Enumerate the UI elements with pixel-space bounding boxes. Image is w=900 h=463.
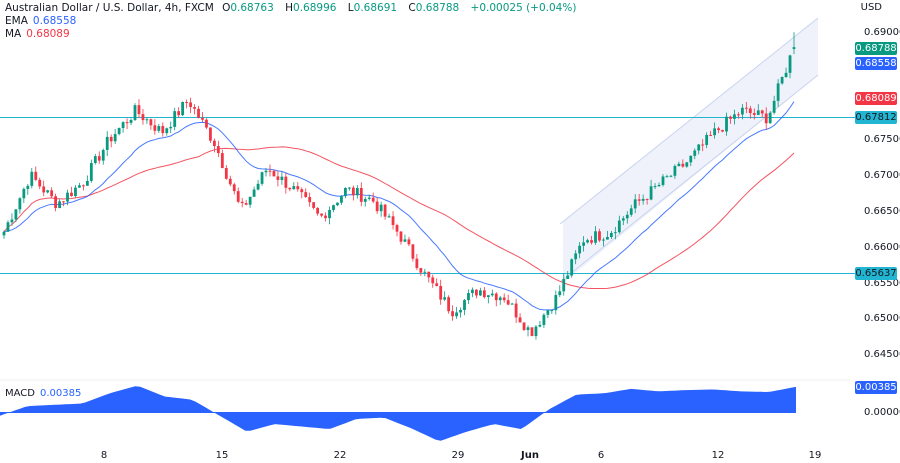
- macd-zero-tick: 0.00000: [864, 407, 900, 418]
- change-value: +0.00025 (+0.04%): [470, 2, 577, 14]
- ma-badge: 0.68089: [855, 92, 897, 105]
- candlesticks: [2, 32, 796, 340]
- ma-legend[interactable]: MA 0.68089: [5, 28, 70, 40]
- ema-value: 0.68558: [32, 15, 77, 27]
- high-value: 0.68996: [293, 2, 337, 14]
- resistance-badge: 0.67812: [855, 111, 897, 124]
- currency-label[interactable]: USD: [860, 2, 882, 13]
- ohlc-row: Australian Dollar / U.S. Dollar, 4h, FXC…: [5, 2, 577, 14]
- channel-upper-line: [559, 17, 819, 225]
- close-value: 0.68788: [415, 2, 460, 14]
- last-price-badge: 0.68788: [855, 42, 897, 55]
- date-tick-month: Jun: [521, 450, 539, 461]
- chart-legend: Australian Dollar / U.S. Dollar, 4h, FXC…: [5, 2, 584, 41]
- open-value: 0.68763: [230, 2, 274, 14]
- ma-value: 0.68089: [26, 28, 70, 40]
- channel-lower-line: [559, 74, 819, 283]
- support-badge: 0.65637: [855, 267, 897, 280]
- macd-area: [0, 386, 796, 441]
- date-tick: 29: [451, 450, 465, 461]
- low-value: 0.68691: [353, 2, 398, 14]
- symbol-title[interactable]: Australian Dollar / U.S. Dollar, 4h, FXC…: [5, 2, 214, 14]
- date-tick: 8: [100, 450, 108, 461]
- ema-line: [3, 101, 795, 311]
- macd-badge: 0.00385: [855, 381, 897, 394]
- regression-channel[interactable]: [563, 18, 818, 283]
- date-tick: 6: [597, 450, 605, 461]
- macd-value: 0.00385: [39, 388, 82, 399]
- ema-legend[interactable]: EMA 0.68558: [5, 15, 77, 27]
- macd-legend[interactable]: MACD 0.00385: [5, 388, 82, 399]
- date-tick: 12: [711, 450, 725, 461]
- date-tick: 19: [808, 450, 822, 461]
- date-tick: 22: [333, 450, 347, 461]
- date-tick: 15: [215, 450, 229, 461]
- ema-badge: 0.68558: [855, 57, 897, 70]
- ma-line: [3, 146, 795, 289]
